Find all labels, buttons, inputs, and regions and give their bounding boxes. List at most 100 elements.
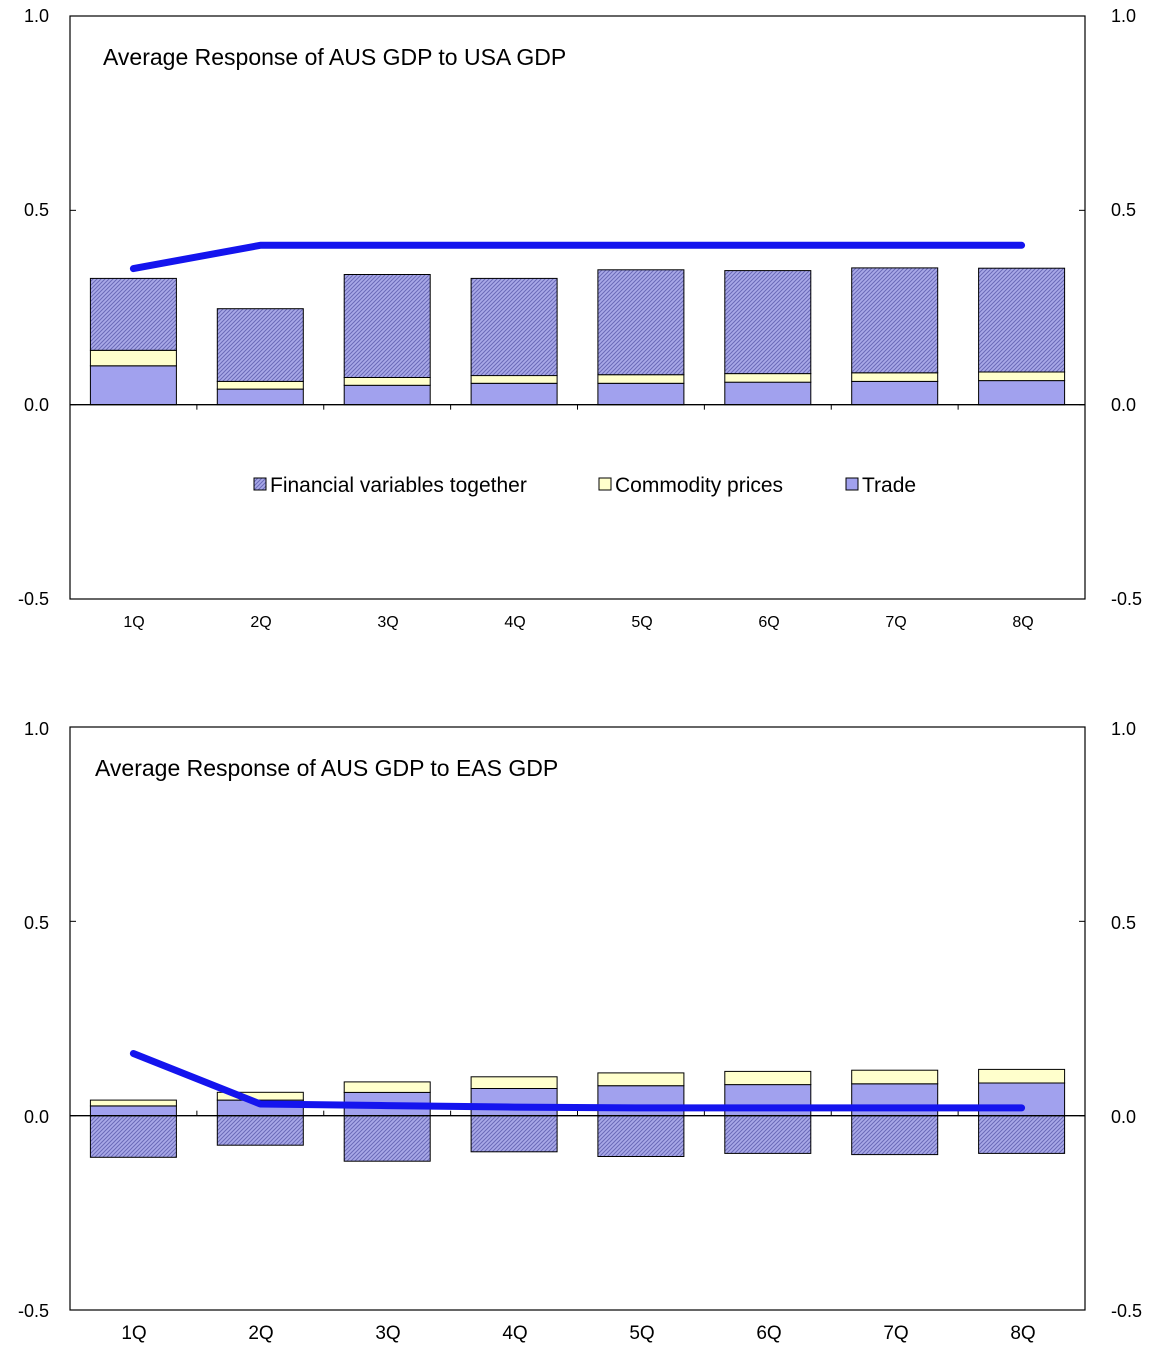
line-marks — [129, 241, 1026, 273]
bar-trade — [470, 1088, 558, 1117]
bar-financial — [343, 1115, 431, 1162]
bar-commodity — [597, 1072, 685, 1087]
bar-trade — [89, 1105, 177, 1117]
chart-title: Average Response of AUS GDP to USA GDP — [103, 44, 566, 70]
x-tick-label: 7Q — [883, 1323, 908, 1344]
bar-commodity — [851, 372, 939, 382]
x-tick-label: 7Q — [885, 614, 906, 631]
x-tick-label: 5Q — [631, 614, 652, 631]
y-axis-left: 1.0 0.5 0.0 -0.5 — [18, 719, 49, 1321]
x-tick-label: 2Q — [250, 614, 271, 631]
bar-trade — [597, 382, 685, 406]
bar-financial — [216, 308, 304, 382]
x-axis: 1Q 2Q 3Q 4Q 5Q 6Q 7Q 8Q — [121, 1323, 1035, 1344]
y-axis-left: 1.0 0.5 0.0 -0.5 — [18, 6, 49, 609]
zero-axis — [69, 726, 1086, 1311]
bar-trade — [343, 384, 431, 406]
bar-financial — [978, 267, 1066, 373]
x-axis: 1Q 2Q 3Q 4Q 5Q 6Q 7Q 8Q — [123, 614, 1033, 631]
bar-marks — [89, 1068, 1066, 1162]
bar-commodity — [89, 1099, 177, 1107]
line-marks — [129, 1050, 1026, 1112]
bar-financial — [597, 269, 685, 376]
y-tick-label: 1.0 — [24, 719, 49, 739]
legend: Financial variables together Commodity p… — [253, 474, 916, 497]
bar-commodity — [343, 377, 431, 386]
x-tick-label: 2Q — [248, 1323, 273, 1344]
bar-financial — [470, 277, 558, 377]
plot-frame — [69, 15, 1086, 600]
bar-marks — [89, 267, 1066, 406]
bar-financial — [978, 1115, 1066, 1154]
y-tick-label: 0.5 — [24, 913, 49, 933]
bar-commodity — [470, 375, 558, 384]
x-tick-label: 8Q — [1010, 1323, 1035, 1344]
y-tick-label: 0.0 — [24, 395, 49, 415]
response-line — [129, 241, 1026, 273]
bar-commodity — [851, 1069, 939, 1085]
legend-label-trade: Trade — [862, 474, 916, 497]
y-tick-label-right: 0.5 — [1111, 200, 1136, 220]
bar-commodity — [343, 1081, 431, 1093]
chart-usa-response: Average Response of AUS GDP to USA GDP 1… — [18, 6, 1142, 631]
response-line — [129, 1050, 1026, 1112]
bar-financial — [470, 1115, 558, 1153]
y-axis-right: 1.0 0.5 0.0 -0.5 — [1111, 719, 1142, 1321]
bar-financial — [597, 1115, 685, 1157]
bar-financial — [724, 1115, 812, 1154]
bar-financial — [851, 267, 939, 374]
y-tick-label-right: 0.0 — [1111, 1107, 1136, 1127]
y-tick-label-right: -0.5 — [1111, 589, 1142, 609]
plot-frame — [69, 726, 1086, 1311]
bar-trade — [851, 380, 939, 406]
legend-label-commodity: Commodity prices — [615, 474, 783, 497]
legend-swatch-trade — [845, 477, 859, 491]
x-tick-label: 5Q — [629, 1323, 654, 1344]
bar-commodity — [597, 374, 685, 384]
bar-financial — [724, 270, 812, 375]
bar-trade — [216, 388, 304, 406]
bar-commodity — [216, 1091, 304, 1101]
bar-commodity — [978, 371, 1066, 382]
x-tick-label: 6Q — [756, 1323, 781, 1344]
bar-commodity — [724, 1070, 812, 1086]
y-tick-label: 0.5 — [24, 200, 49, 220]
bar-commodity — [89, 349, 177, 367]
legend-label-financial: Financial variables together — [270, 474, 527, 497]
zero-axis — [69, 15, 1086, 600]
y-tick-label: 0.0 — [24, 1107, 49, 1127]
y-tick-label-right: 0.5 — [1111, 913, 1136, 933]
y-tick-label-right: 1.0 — [1111, 719, 1136, 739]
bar-trade — [470, 382, 558, 406]
bar-financial — [851, 1115, 939, 1156]
bar-commodity — [216, 380, 304, 390]
y-tick-label-right: -0.5 — [1111, 1301, 1142, 1321]
y-tick-label: -0.5 — [18, 1301, 49, 1321]
x-tick-label: 3Q — [375, 1323, 400, 1344]
x-tick-label: 3Q — [377, 614, 398, 631]
legend-swatch-financial — [253, 477, 267, 491]
y-tick-label-right: 1.0 — [1111, 6, 1136, 26]
bar-financial — [216, 1115, 304, 1146]
x-tick-label: 8Q — [1012, 614, 1033, 631]
x-tick-label: 4Q — [504, 614, 525, 631]
bar-financial — [89, 1115, 177, 1158]
y-axis-right: 1.0 0.5 0.0 -0.5 — [1111, 6, 1142, 609]
chart-title: Average Response of AUS GDP to EAS GDP — [95, 755, 558, 781]
bar-trade — [89, 365, 177, 406]
chart-eas-response: Average Response of AUS GDP to EAS GDP 1… — [18, 719, 1142, 1344]
bar-commodity — [724, 373, 812, 383]
y-tick-label: 1.0 — [24, 6, 49, 26]
y-tick-label-right: 0.0 — [1111, 395, 1136, 415]
bar-financial — [343, 274, 431, 378]
bar-trade — [724, 381, 812, 406]
x-tick-label: 4Q — [502, 1323, 527, 1344]
bar-financial — [89, 277, 177, 351]
legend-swatch-commodity — [598, 477, 612, 491]
x-tick-label: 1Q — [123, 614, 144, 631]
y-tick-label: -0.5 — [18, 589, 49, 609]
bar-commodity — [978, 1068, 1066, 1084]
bar-trade — [978, 380, 1066, 406]
x-tick-label: 1Q — [121, 1323, 146, 1344]
